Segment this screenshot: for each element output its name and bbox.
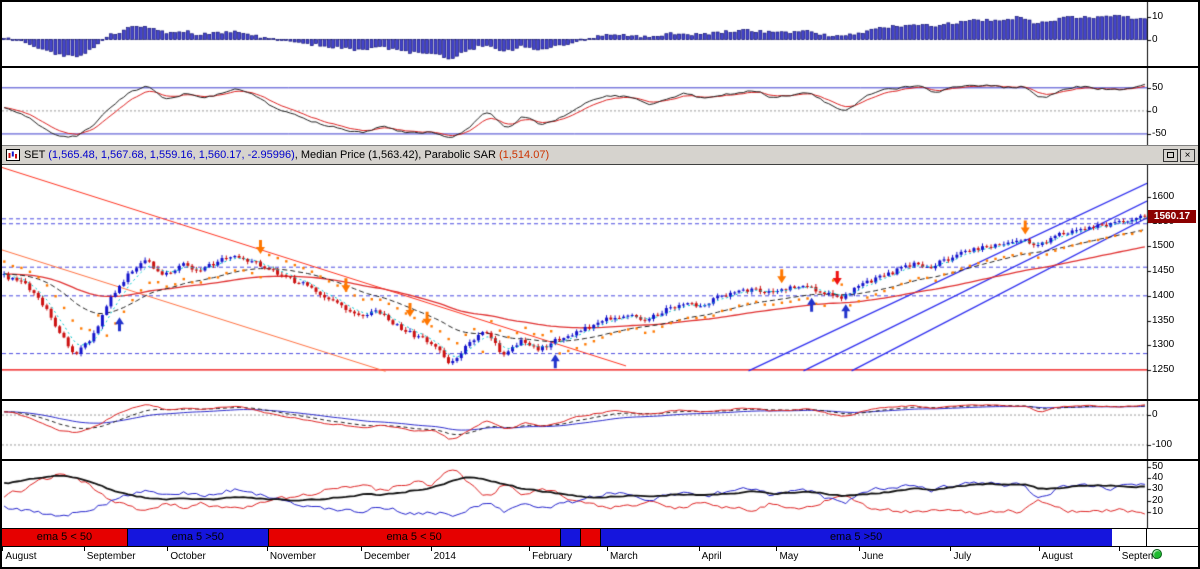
y-axis-tick-label: -100	[1152, 438, 1173, 450]
time-axis-tick	[360, 547, 362, 551]
ema-ribbon-segment	[559, 529, 581, 546]
ema-ribbon-segment: ema 5 >50	[599, 529, 1112, 546]
time-axis-month-label: 2014	[433, 551, 456, 562]
y-axis-tick-label: 0	[1152, 104, 1158, 116]
time-axis-month-label: March	[609, 551, 638, 562]
title-ohlc-values: (1,565.48, 1,567.68, 1,559.16, 1,560.17,…	[48, 149, 295, 162]
close-button[interactable]: ×	[1180, 149, 1195, 162]
time-axis-month-label: February	[532, 551, 573, 562]
y-axis-tick-label: 1500	[1152, 240, 1175, 252]
y-axis-tick-label: 1450	[1152, 265, 1175, 277]
chart-title-bar[interactable]: SET (1,565.48, 1,567.68, 1,559.16, 1,560…	[2, 145, 1198, 165]
y-axis-tick-label: 50	[1152, 81, 1164, 93]
dmi-indicator-panel[interactable]	[2, 461, 1198, 528]
y-axis-tick-label: 20	[1152, 494, 1164, 506]
panel-divider	[2, 546, 1198, 547]
title-median-price: , Median Price (1,563.42), Parabolic SAR	[294, 149, 499, 162]
time-axis-tick	[1118, 547, 1120, 551]
time-axis-tick	[950, 547, 952, 551]
time-axis-tick	[1038, 547, 1040, 551]
time-axis-tick	[858, 547, 860, 551]
panel-splitter[interactable]	[2, 459, 1198, 461]
y-axis-tick-label: 1400	[1152, 289, 1175, 301]
time-axis-month-label: October	[170, 551, 206, 562]
status-indicator-dot[interactable]	[1152, 549, 1162, 559]
maximize-icon	[1167, 152, 1174, 158]
y-axis-tick-label: 0	[1152, 33, 1158, 45]
time-axis-tick	[698, 547, 700, 551]
time-axis-tick	[606, 547, 608, 551]
ema-ribbon-segment: ema 5 >50	[126, 529, 268, 546]
time-axis-month-label: November	[269, 551, 317, 562]
title-symbol: SET	[24, 149, 49, 162]
time-axis-tick	[529, 547, 531, 551]
time-axis-month-label: June	[861, 551, 884, 562]
time-axis-tick	[776, 547, 778, 551]
oscillator-indicator-panel[interactable]	[2, 68, 1198, 145]
time-axis-tick	[83, 547, 85, 551]
histogram-indicator-panel[interactable]	[2, 2, 1198, 66]
time-axis-tick	[167, 547, 169, 551]
time-axis-month-label: Septem	[1121, 551, 1157, 562]
time-axis-month-label: July	[953, 551, 972, 562]
y-axis-tick-label: -50	[1152, 127, 1167, 139]
momentum-indicator-panel[interactable]	[2, 401, 1198, 459]
y-axis-tick-label: 30	[1152, 483, 1164, 495]
time-axis-month-label: August	[5, 551, 37, 562]
y-axis-tick-label: 50	[1152, 460, 1164, 472]
y-axis-tick-label: 1300	[1152, 339, 1175, 351]
time-axis-month-label: April	[701, 551, 722, 562]
ema-ribbon-segment: ema 5 < 50	[2, 529, 127, 546]
time-axis-month-label: August	[1041, 551, 1073, 562]
time-axis-month-label: December	[363, 551, 410, 562]
time-axis-month-label: May	[779, 551, 799, 562]
y-axis-tick-label: 1350	[1152, 314, 1175, 326]
panel-splitter[interactable]	[2, 66, 1198, 68]
time-axis-tick	[2, 547, 4, 551]
y-axis-tick-label: 1250	[1152, 363, 1175, 375]
ema-ribbon-segment: ema 5 < 50	[267, 529, 560, 546]
panel-divider	[2, 528, 1198, 529]
ema-signal-ribbon: ema 5 < 50 ema 5 >50 ema 5 < 50 ema 5 >50	[2, 529, 1147, 546]
y-axis-tick-label: 0	[1152, 409, 1158, 421]
time-axis-tick	[430, 547, 432, 551]
y-axis-tick-label: 1600	[1152, 191, 1175, 203]
y-axis-tick-label: 10	[1152, 11, 1164, 23]
price-candlestick-panel[interactable]	[2, 165, 1198, 399]
panel-splitter[interactable]	[2, 399, 1198, 401]
time-axis: August September October November December 20…	[2, 547, 1198, 567]
title-parabolic-sar-value: (1,514.07)	[498, 149, 550, 162]
maximize-button[interactable]	[1163, 149, 1178, 162]
ema-ribbon-segment	[580, 529, 600, 546]
last-price-tag: 1560.17	[1148, 209, 1196, 223]
y-axis-tick-label: 40	[1152, 472, 1164, 484]
time-axis-tick	[266, 547, 268, 551]
y-axis-tick-label: 10	[1152, 506, 1164, 518]
chart-icon	[6, 149, 20, 162]
time-axis-month-label: September	[86, 551, 136, 562]
